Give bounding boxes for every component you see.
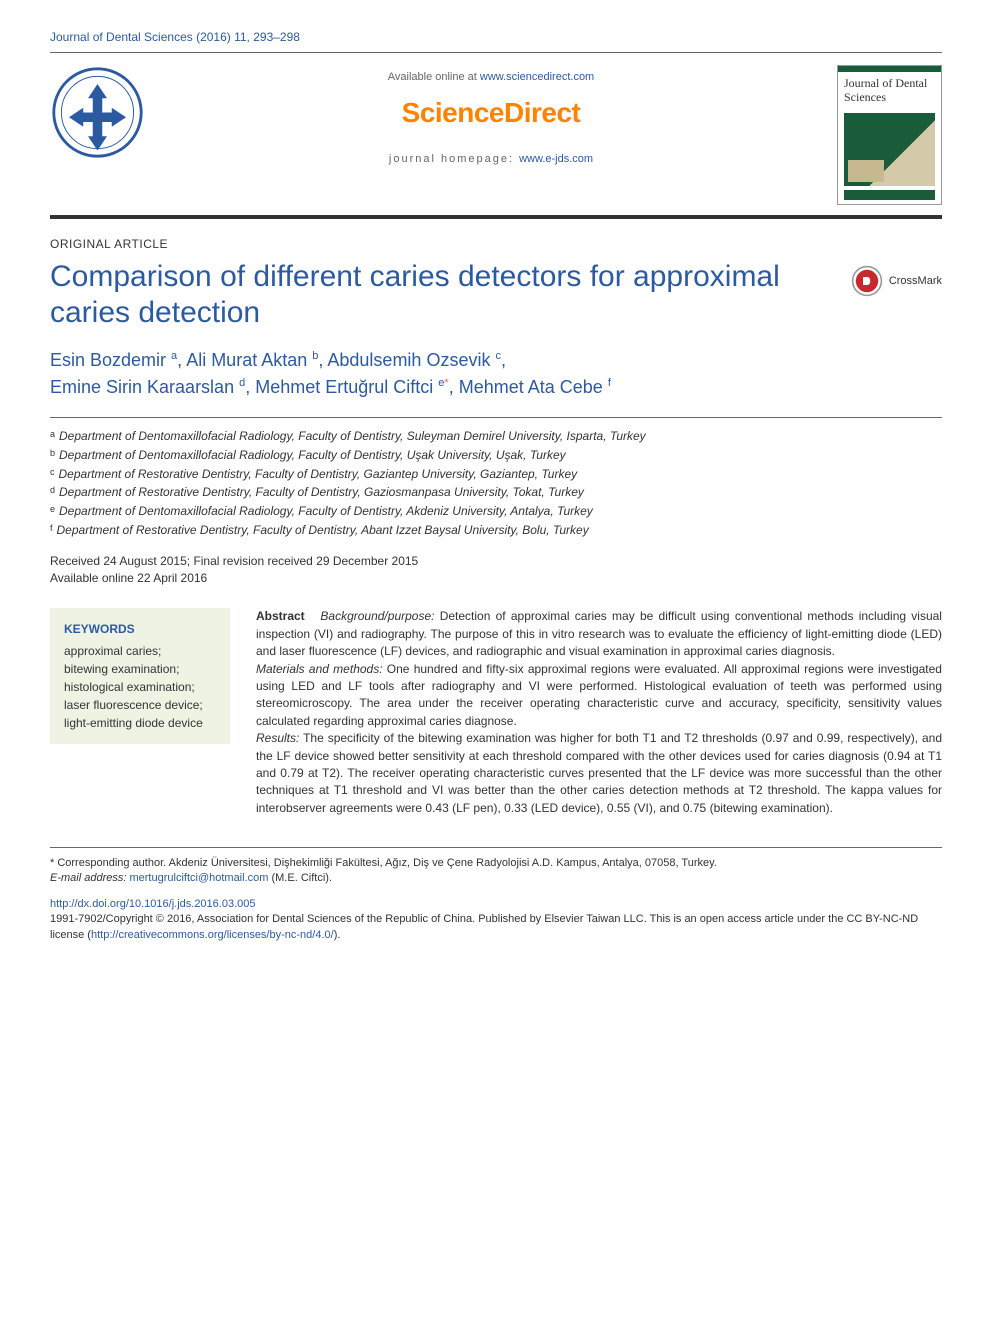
author: Esin Bozdemir a xyxy=(50,350,177,370)
author: Ali Murat Aktan b xyxy=(186,350,318,370)
abstract: Abstract Background/purpose: Detection o… xyxy=(256,608,942,817)
affiliation: fDepartment of Restorative Dentistry, Fa… xyxy=(50,522,942,539)
journal-cover: Journal of Dental Sciences xyxy=(837,65,942,205)
keyword-item: approximal caries; xyxy=(64,642,216,660)
results-text: The specificity of the bitewing examinat… xyxy=(256,731,942,815)
keywords-heading: KEYWORDS xyxy=(64,620,216,638)
sciencedirect-logo: ScienceDirect xyxy=(161,97,821,129)
doi-link[interactable]: http://dx.doi.org/10.1016/j.jds.2016.03.… xyxy=(50,898,256,910)
article-type: ORIGINAL ARTICLE xyxy=(50,237,942,251)
methods-label: Materials and methods: xyxy=(256,662,383,676)
cover-title: Journal of Dental Sciences xyxy=(838,72,941,109)
header-block: Available online at www.sciencedirect.co… xyxy=(50,65,942,205)
author-list: Esin Bozdemir a, Ali Murat Aktan b, Abdu… xyxy=(50,347,942,401)
abstract-label: Abstract xyxy=(256,609,305,623)
journal-reference: Journal of Dental Sciences (2016) 11, 29… xyxy=(50,30,942,44)
thick-rule xyxy=(50,215,942,219)
cover-image xyxy=(844,113,935,186)
available-online: Available online at www.sciencedirect.co… xyxy=(161,71,821,83)
top-rule xyxy=(50,52,942,53)
affiliation: eDepartment of Dentomaxillofacial Radiol… xyxy=(50,503,942,520)
affiliation: cDepartment of Restorative Dentistry, Fa… xyxy=(50,466,942,483)
background-label: Background/purpose: xyxy=(320,609,434,623)
email-label: E-mail address: xyxy=(50,872,126,884)
received-date: Received 24 August 2015; Final revision … xyxy=(50,553,942,570)
doi: http://dx.doi.org/10.1016/j.jds.2016.03.… xyxy=(50,897,942,912)
author: Mehmet Ertuğrul Ciftci e* xyxy=(255,377,448,397)
author: Mehmet Ata Cebe f xyxy=(459,377,611,397)
keyword-item: histological examination; xyxy=(64,678,216,696)
affiliations: aDepartment of Dentomaxillofacial Radiol… xyxy=(50,417,942,539)
footer-rule xyxy=(50,847,942,848)
keyword-item: bitewing examination; xyxy=(64,660,216,678)
keywords-box: KEYWORDS approximal caries;bitewing exam… xyxy=(50,608,230,744)
online-date: Available online 22 April 2016 xyxy=(50,570,942,587)
copyright: 1991-7902/Copyright © 2016, Association … xyxy=(50,912,942,943)
email-link[interactable]: mertugrulciftci@hotmail.com xyxy=(129,872,268,884)
affiliation: bDepartment of Dentomaxillofacial Radiol… xyxy=(50,447,942,464)
homepage-label: journal homepage: xyxy=(389,153,519,165)
society-logo xyxy=(50,65,145,165)
affiliation: aDepartment of Dentomaxillofacial Radiol… xyxy=(50,428,942,445)
corr-address: * Corresponding author. Akdeniz Üniversi… xyxy=(50,856,942,871)
affiliation: dDepartment of Restorative Dentistry, Fa… xyxy=(50,484,942,501)
cover-foot xyxy=(844,190,935,200)
copyright-end: ). xyxy=(334,929,341,941)
title-row: Comparison of different caries detectors… xyxy=(50,259,942,331)
journal-homepage: journal homepage: www.e-jds.com xyxy=(161,153,821,165)
body-row: KEYWORDS approximal caries;bitewing exam… xyxy=(50,608,942,817)
homepage-link[interactable]: www.e-jds.com xyxy=(519,153,593,165)
crossmark-icon xyxy=(851,265,883,297)
available-text: Available online at xyxy=(388,71,480,83)
author: Abdulsemih Ozsevik c xyxy=(327,350,501,370)
article-dates: Received 24 August 2015; Final revision … xyxy=(50,553,942,587)
keyword-item: laser fluorescence device; xyxy=(64,696,216,714)
header-center: Available online at www.sciencedirect.co… xyxy=(161,65,821,165)
license-link[interactable]: http://creativecommons.org/licenses/by-n… xyxy=(91,929,334,941)
email-author: (M.E. Ciftci). xyxy=(271,872,332,884)
crossmark-text: CrossMark xyxy=(889,275,942,287)
results-label: Results: xyxy=(256,731,299,745)
crossmark-badge[interactable]: CrossMark xyxy=(851,265,942,297)
corresponding-author-note: * Corresponding author. Akdeniz Üniversi… xyxy=(50,856,942,887)
keyword-item: light-emitting diode device xyxy=(64,714,216,732)
sciencedirect-link[interactable]: www.sciencedirect.com xyxy=(480,71,594,83)
author: Emine Sirin Karaarslan d xyxy=(50,377,245,397)
article-title: Comparison of different caries detectors… xyxy=(50,259,831,331)
